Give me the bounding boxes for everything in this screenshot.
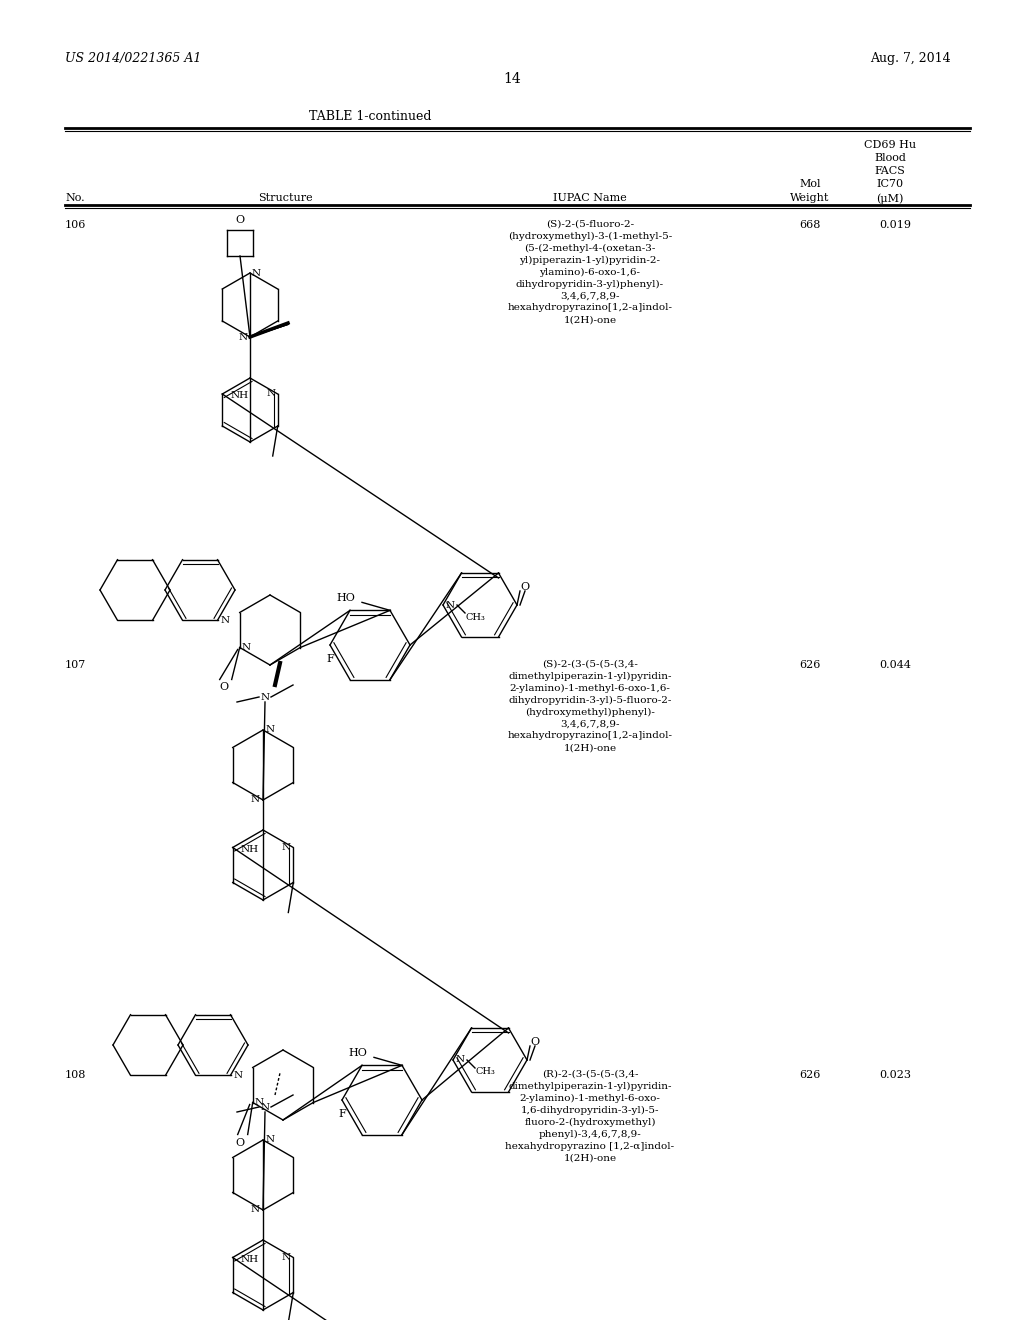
Text: N: N (251, 796, 260, 804)
Text: 0.044: 0.044 (879, 660, 911, 671)
Text: N: N (220, 616, 229, 624)
Text: N: N (266, 389, 275, 399)
Text: N: N (266, 1135, 275, 1144)
Text: 0.023: 0.023 (879, 1071, 911, 1080)
Text: 626: 626 (800, 1071, 820, 1080)
Text: No.: No. (65, 193, 85, 203)
Text: N: N (239, 333, 248, 342)
Text: TABLE 1-continued: TABLE 1-continued (309, 110, 431, 123)
Text: N: N (255, 1098, 264, 1107)
Text: O: O (530, 1038, 539, 1047)
Text: O: O (236, 215, 245, 224)
Text: N: N (260, 693, 269, 701)
Text: HO: HO (348, 1048, 367, 1059)
Text: 668: 668 (800, 220, 820, 230)
Text: US 2014/0221365 A1: US 2014/0221365 A1 (65, 51, 202, 65)
Text: IUPAC Name: IUPAC Name (553, 193, 627, 203)
Text: Mol: Mol (800, 180, 821, 189)
Text: N: N (251, 1205, 260, 1214)
Text: N: N (233, 1071, 243, 1080)
Text: 108: 108 (65, 1071, 86, 1080)
Text: N: N (456, 1056, 465, 1064)
Text: 0.019: 0.019 (879, 220, 911, 230)
Text: N: N (266, 726, 275, 734)
Text: Weight: Weight (791, 193, 829, 203)
Text: 106: 106 (65, 220, 86, 230)
Text: NH: NH (230, 392, 249, 400)
Text: 626: 626 (800, 660, 820, 671)
Text: (R)-2-(3-(5-(5-(3,4-
dimethylpiperazin-1-yl)pyridin-
2-ylamino)-1-methyl-6-oxo-
: (R)-2-(3-(5-(5-(3,4- dimethylpiperazin-1… (506, 1071, 675, 1163)
Text: N: N (260, 1102, 269, 1111)
Text: 107: 107 (65, 660, 86, 671)
Text: (S)-2-(5-fluoro-2-
(hydroxymethyl)-3-(1-methyl-5-
(5-(2-methyl-4-(oxetan-3-
yl)p: (S)-2-(5-fluoro-2- (hydroxymethyl)-3-(1-… (508, 220, 673, 325)
Text: F: F (338, 1109, 346, 1119)
Text: Structure: Structure (258, 193, 312, 203)
Text: (μM): (μM) (877, 193, 904, 203)
Text: O: O (520, 582, 529, 591)
Text: N: N (242, 643, 251, 652)
Text: Blood: Blood (874, 153, 906, 162)
Text: F: F (326, 653, 334, 664)
Text: CH₃: CH₃ (475, 1068, 495, 1077)
Text: (S)-2-(3-(5-(5-(3,4-
dimethylpiperazin-1-yl)pyridin-
2-ylamino)-1-methyl-6-oxo-1: (S)-2-(3-(5-(5-(3,4- dimethylpiperazin-1… (508, 660, 673, 752)
Text: N: N (446, 601, 455, 610)
Text: N: N (282, 1253, 291, 1262)
Text: O: O (236, 1138, 245, 1147)
Text: IC70: IC70 (877, 180, 903, 189)
Text: 14: 14 (503, 73, 521, 86)
Text: N: N (282, 843, 291, 851)
Text: CD69 Hu: CD69 Hu (864, 140, 916, 150)
Text: Aug. 7, 2014: Aug. 7, 2014 (870, 51, 950, 65)
Text: N: N (252, 268, 261, 277)
Text: NH: NH (241, 845, 259, 854)
Text: HO: HO (336, 594, 355, 603)
Text: NH: NH (241, 1255, 259, 1265)
Text: FACS: FACS (874, 166, 905, 176)
Text: O: O (219, 682, 228, 693)
Text: CH₃: CH₃ (465, 612, 485, 622)
